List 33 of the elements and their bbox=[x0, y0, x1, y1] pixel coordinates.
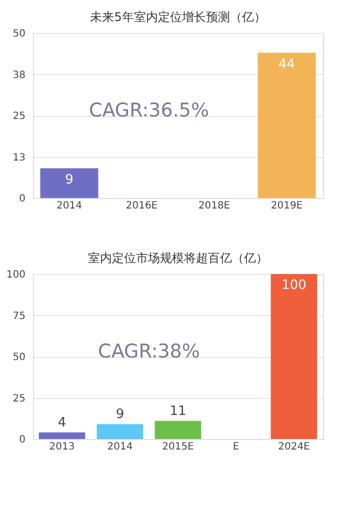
data-label: 11 bbox=[170, 404, 186, 419]
data-label: 44 bbox=[278, 56, 296, 72]
bar bbox=[270, 274, 318, 439]
bar bbox=[154, 420, 202, 439]
x-tick-label: 2016E bbox=[126, 200, 158, 212]
data-label: 100 bbox=[282, 278, 306, 293]
y-tick-label: 0 bbox=[19, 194, 26, 204]
x-tick-label: 2013 bbox=[49, 442, 75, 452]
chart-title: 室内定位市场规模将超百亿（亿） bbox=[88, 251, 268, 265]
bar bbox=[38, 432, 86, 439]
y-tick-label: 25 bbox=[12, 393, 26, 404]
x-tick-label: 2015E bbox=[162, 442, 194, 452]
y-tick-label: 50 bbox=[12, 28, 26, 40]
data-label: 9 bbox=[65, 172, 74, 188]
y-tick-label: 100 bbox=[6, 270, 26, 280]
x-tick-label: 2018E bbox=[198, 200, 230, 212]
y-tick-label: 38 bbox=[12, 70, 26, 81]
data-label: 9 bbox=[116, 407, 124, 422]
x-tick-label: 2014 bbox=[107, 442, 133, 452]
chart-title: 未来5年室内定位增长预测（亿） bbox=[90, 10, 266, 24]
annotation: CAGR:36.5% bbox=[88, 100, 210, 122]
x-tick-label: 2014 bbox=[56, 200, 82, 212]
bar bbox=[96, 424, 144, 439]
x-tick-label: 2019E bbox=[270, 200, 303, 212]
y-tick-label: 13 bbox=[12, 152, 26, 164]
x-tick-label: 2024E bbox=[278, 442, 310, 452]
y-tick-label: 75 bbox=[12, 310, 26, 322]
annotation: CAGR:38% bbox=[98, 340, 200, 363]
data-label: 4 bbox=[58, 415, 66, 430]
x-tick-label: E bbox=[232, 442, 240, 452]
y-tick-label: 0 bbox=[19, 434, 26, 446]
y-tick-label: 25 bbox=[12, 111, 26, 122]
y-tick-label: 50 bbox=[12, 352, 26, 363]
